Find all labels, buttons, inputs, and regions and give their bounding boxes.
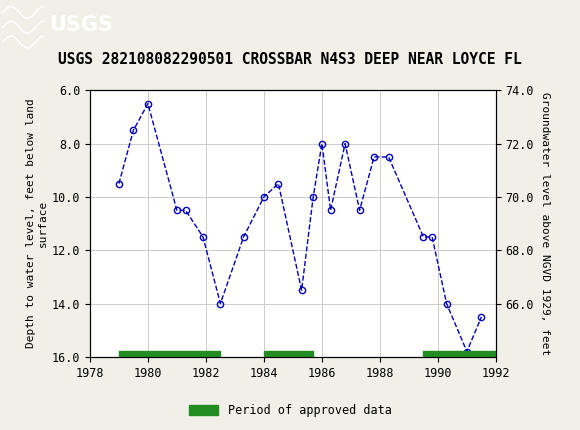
Bar (264, 351, 313, 363)
Legend: Period of approved data: Period of approved data (184, 399, 396, 422)
Bar (119, 351, 220, 363)
Text: USGS: USGS (49, 15, 113, 35)
Text: USGS 282108082290501 CROSSBAR N4S3 DEEP NEAR LOYCE FL: USGS 282108082290501 CROSSBAR N4S3 DEEP … (58, 52, 522, 67)
Bar (423, 351, 496, 363)
Y-axis label: Groundwater level above NGVD 1929, feet: Groundwater level above NGVD 1929, feet (539, 92, 550, 355)
Y-axis label: Depth to water level, feet below land
surface: Depth to water level, feet below land su… (26, 99, 48, 348)
